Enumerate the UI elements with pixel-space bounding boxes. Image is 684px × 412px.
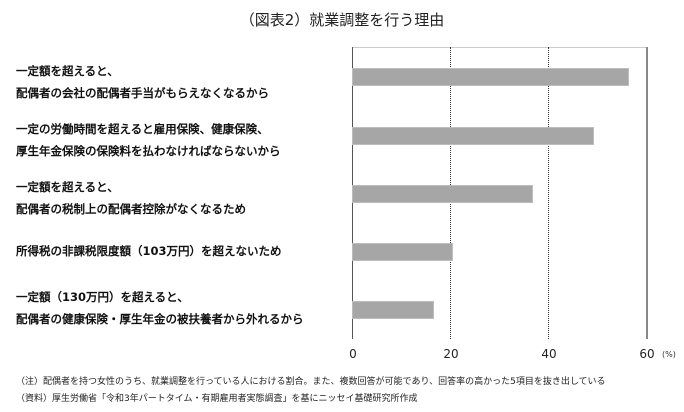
- category-label-3-line-1: 一定額を超えると、: [16, 180, 119, 194]
- category-label-2: 一定の労働時間を超えると雇用保険、健康保険、 厚生年金保険の保険料を払わなければ…: [16, 118, 281, 162]
- x-axis-unit: (%): [662, 350, 676, 359]
- category-label-1-line-1: 一定額を超えると、: [16, 64, 119, 78]
- x-tick-0: 0: [349, 347, 357, 361]
- bar-3: [352, 185, 533, 203]
- category-label-5-line-1: 一定額（130万円）を超えると、: [16, 290, 189, 304]
- bar-2: [352, 127, 595, 145]
- x-tick-20: 20: [443, 347, 459, 361]
- category-label-2-line-1: 一定の労働時間を超えると雇用保険、健康保険、: [16, 122, 269, 136]
- bar-4: [352, 243, 453, 261]
- category-label-2-line-2: 厚生年金保険の保険料を払わなければならないから: [16, 144, 281, 158]
- bar-1: [352, 68, 629, 86]
- axis-max-line: [646, 47, 648, 339]
- category-label-5: 一定額（130万円）を超えると、 配偶者の健康保険・厚生年金の被扶養者から外れる…: [16, 286, 304, 330]
- plot-top-border: [352, 47, 646, 48]
- gridline-40: [548, 47, 549, 339]
- source-note: （資料）厚生労働省「令和3年パートタイム・有期雇用者実態調査」を基にニッセイ基礎…: [16, 394, 418, 404]
- x-tick-60: 60: [639, 347, 655, 361]
- footnote: （注）配偶者を持つ女性のうち、就業調整を行っている人における割合。また、複数回答…: [16, 377, 606, 387]
- category-label-1: 一定額を超えると、 配偶者の会社の配偶者手当がもらえなくなるから: [16, 60, 269, 104]
- category-label-3-line-2: 配偶者の税制上の配偶者控除がなくなるため: [16, 202, 246, 216]
- category-label-1-line-2: 配偶者の会社の配偶者手当がもらえなくなるから: [16, 86, 269, 100]
- bar-5: [352, 301, 434, 319]
- category-label-5-line-2: 配偶者の健康保険・厚生年金の被扶養者から外れるから: [16, 312, 304, 326]
- category-label-4: 所得税の非課税限度額（103万円）を超えないため: [16, 240, 282, 262]
- plot-area: [352, 47, 648, 339]
- chart-title: （図表2）就業調整を行う理由: [239, 11, 445, 29]
- category-label-4-line-1: 所得税の非課税限度額（103万円）を超えないため: [16, 244, 282, 258]
- x-tick-40: 40: [541, 347, 557, 361]
- category-label-3: 一定額を超えると、 配偶者の税制上の配偶者控除がなくなるため: [16, 176, 246, 220]
